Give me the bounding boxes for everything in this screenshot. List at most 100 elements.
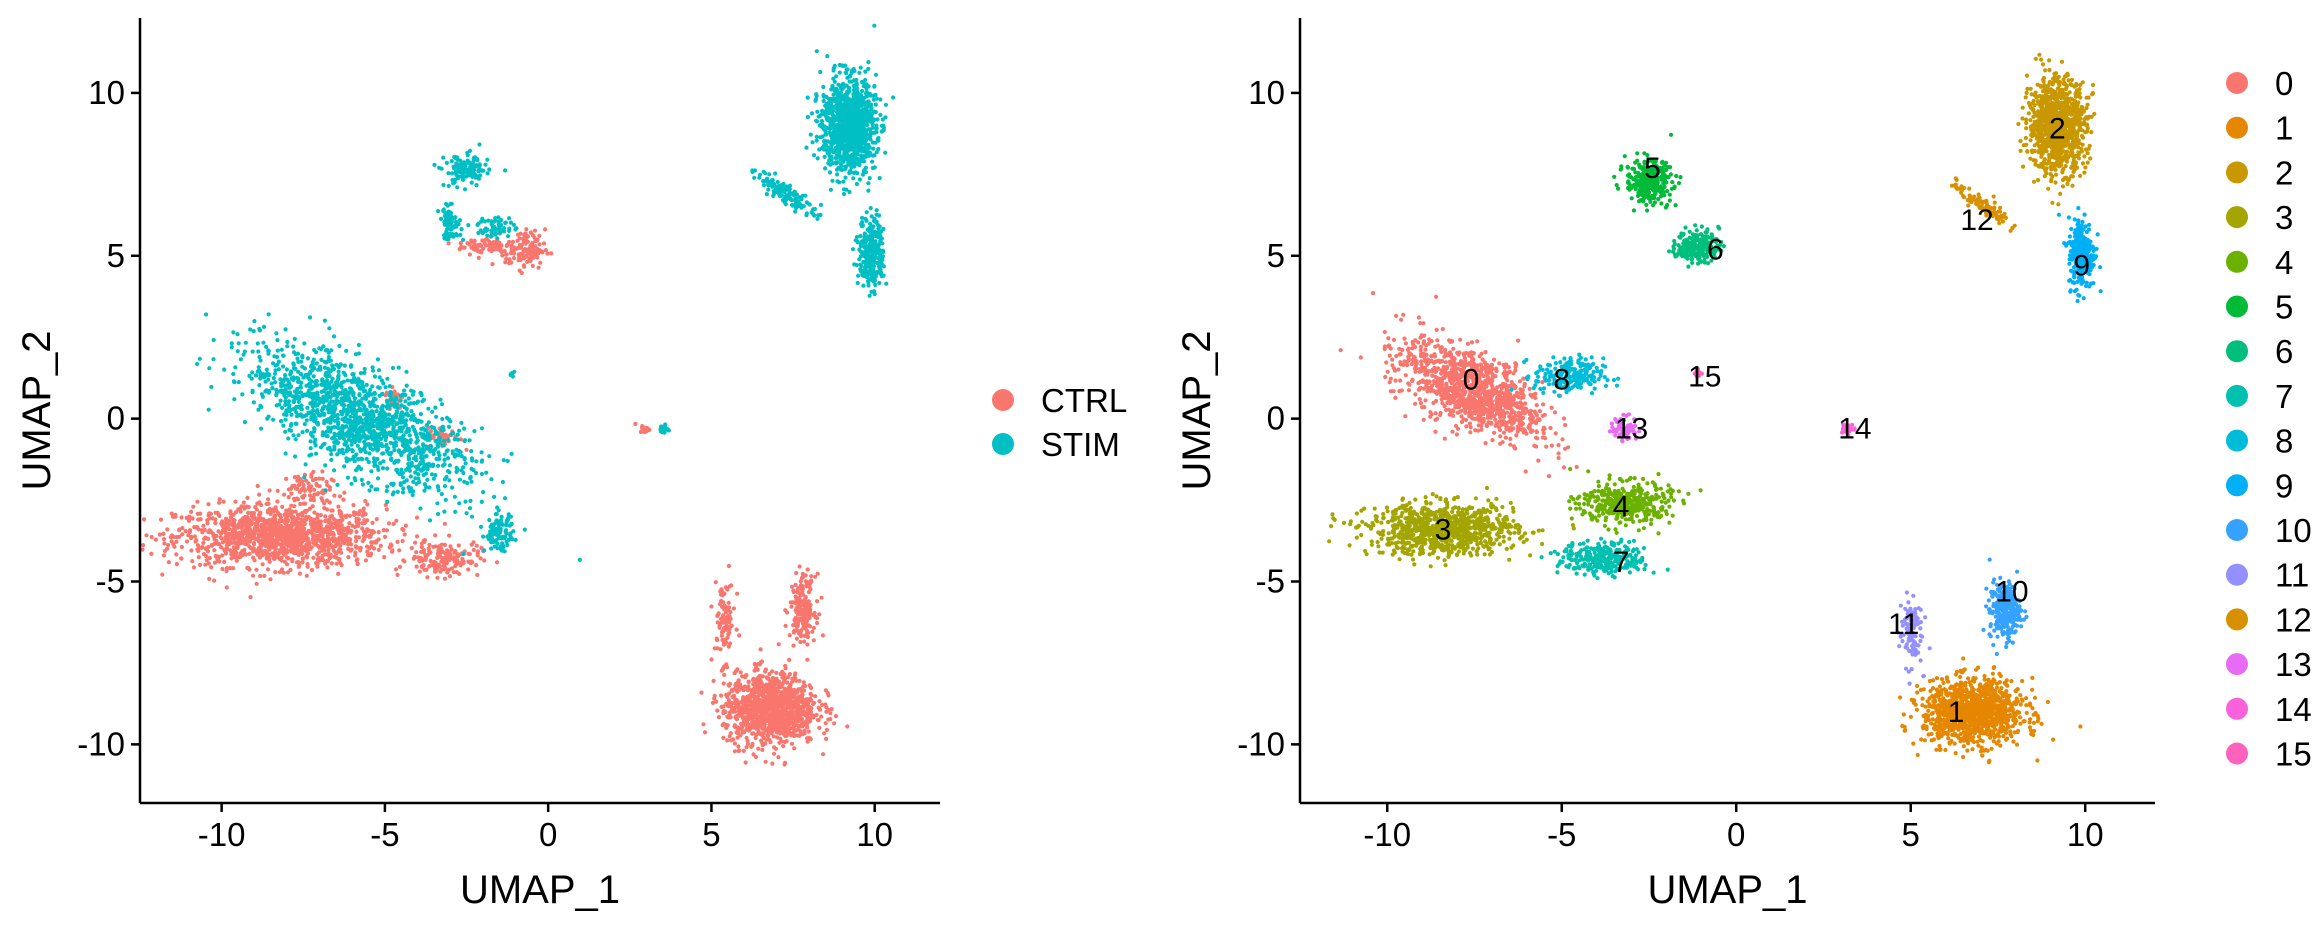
data-point: [455, 558, 460, 563]
data-point: [761, 735, 766, 740]
data-point: [332, 334, 337, 339]
data-point: [633, 421, 638, 426]
data-point: [375, 456, 380, 462]
data-point: [310, 504, 315, 509]
data-point: [342, 363, 347, 368]
data-point: [465, 153, 470, 158]
data-point: [258, 370, 263, 376]
data-point: [756, 693, 762, 698]
data-point: [775, 686, 780, 691]
data-point: [287, 427, 292, 433]
data-point: [442, 457, 447, 462]
data-point: [324, 360, 329, 365]
data-point: [161, 537, 167, 542]
data-point: [325, 565, 330, 570]
data-point: [344, 424, 349, 429]
data-point: [349, 481, 354, 486]
data-point: [300, 557, 305, 562]
data-point: [373, 462, 378, 467]
data-point: [265, 416, 270, 421]
data-point: [383, 385, 388, 390]
data-point: [158, 517, 164, 522]
data-point: [350, 523, 355, 528]
data-point: [359, 380, 364, 385]
data-point: [157, 532, 162, 537]
data-point: [319, 496, 324, 501]
data-point: [406, 413, 411, 418]
data-point: [278, 398, 283, 403]
data-point: [769, 711, 774, 717]
data-point: [738, 670, 743, 675]
data-point: [332, 431, 337, 436]
data-point: [346, 393, 351, 398]
data-point: [433, 533, 438, 538]
data-point: [474, 183, 479, 188]
data-point: [364, 420, 369, 425]
scatter-points: [140, 23, 896, 767]
data-point: [756, 687, 761, 692]
data-point: [435, 565, 441, 570]
data-point: [502, 536, 507, 541]
data-point: [408, 451, 413, 456]
data-point: [380, 403, 385, 408]
data-point: [807, 698, 812, 703]
data-point: [367, 416, 372, 421]
data-point: [495, 541, 500, 546]
data-point: [335, 383, 340, 388]
data-point: [308, 315, 313, 320]
data-point: [196, 517, 201, 522]
data-point: [791, 589, 796, 595]
data-point: [308, 488, 313, 493]
data-point: [495, 505, 500, 510]
data-point: [801, 680, 807, 685]
data-point: [309, 567, 315, 573]
data-point: [733, 715, 738, 720]
data-point: [375, 404, 380, 409]
data-point: [792, 673, 797, 678]
data-point: [258, 544, 263, 549]
data-point: [320, 476, 325, 481]
data-point: [287, 382, 292, 387]
data-point: [461, 160, 467, 165]
data-point: [308, 401, 313, 406]
data-point: [354, 435, 359, 440]
data-point: [324, 398, 329, 403]
data-point: [374, 432, 379, 437]
data-point: [257, 326, 262, 332]
data-point: [361, 529, 366, 534]
data-point: [281, 353, 286, 358]
data-point: [456, 221, 461, 227]
data-point: [396, 365, 401, 370]
data-point: [282, 377, 287, 382]
data-point: [379, 414, 384, 419]
data-point: [317, 400, 322, 405]
data-point: [783, 707, 788, 712]
data-point: [378, 461, 383, 466]
data-point: [343, 388, 348, 393]
data-point: [469, 514, 475, 519]
data-point: [386, 521, 392, 526]
data-point: [500, 479, 505, 485]
data-point: [324, 479, 329, 484]
data-point: [804, 703, 810, 708]
data-point: [401, 558, 406, 563]
data-point: [821, 752, 826, 757]
data-point: [455, 432, 460, 437]
data-point: [227, 532, 232, 537]
data-point: [729, 738, 734, 743]
data-point: [731, 606, 737, 611]
data-point: [768, 740, 773, 745]
data-point: [278, 512, 283, 517]
data-point: [222, 367, 227, 372]
data-point: [806, 630, 811, 636]
data-point: [300, 528, 305, 533]
data-point: [337, 494, 343, 499]
data-point: [323, 348, 328, 353]
data-point: [366, 412, 371, 417]
data-point: [380, 451, 385, 456]
data-point: [370, 520, 375, 526]
data-point: [345, 398, 350, 403]
data-point: [350, 423, 355, 428]
data-point: [287, 540, 292, 545]
data-point: [754, 712, 759, 717]
